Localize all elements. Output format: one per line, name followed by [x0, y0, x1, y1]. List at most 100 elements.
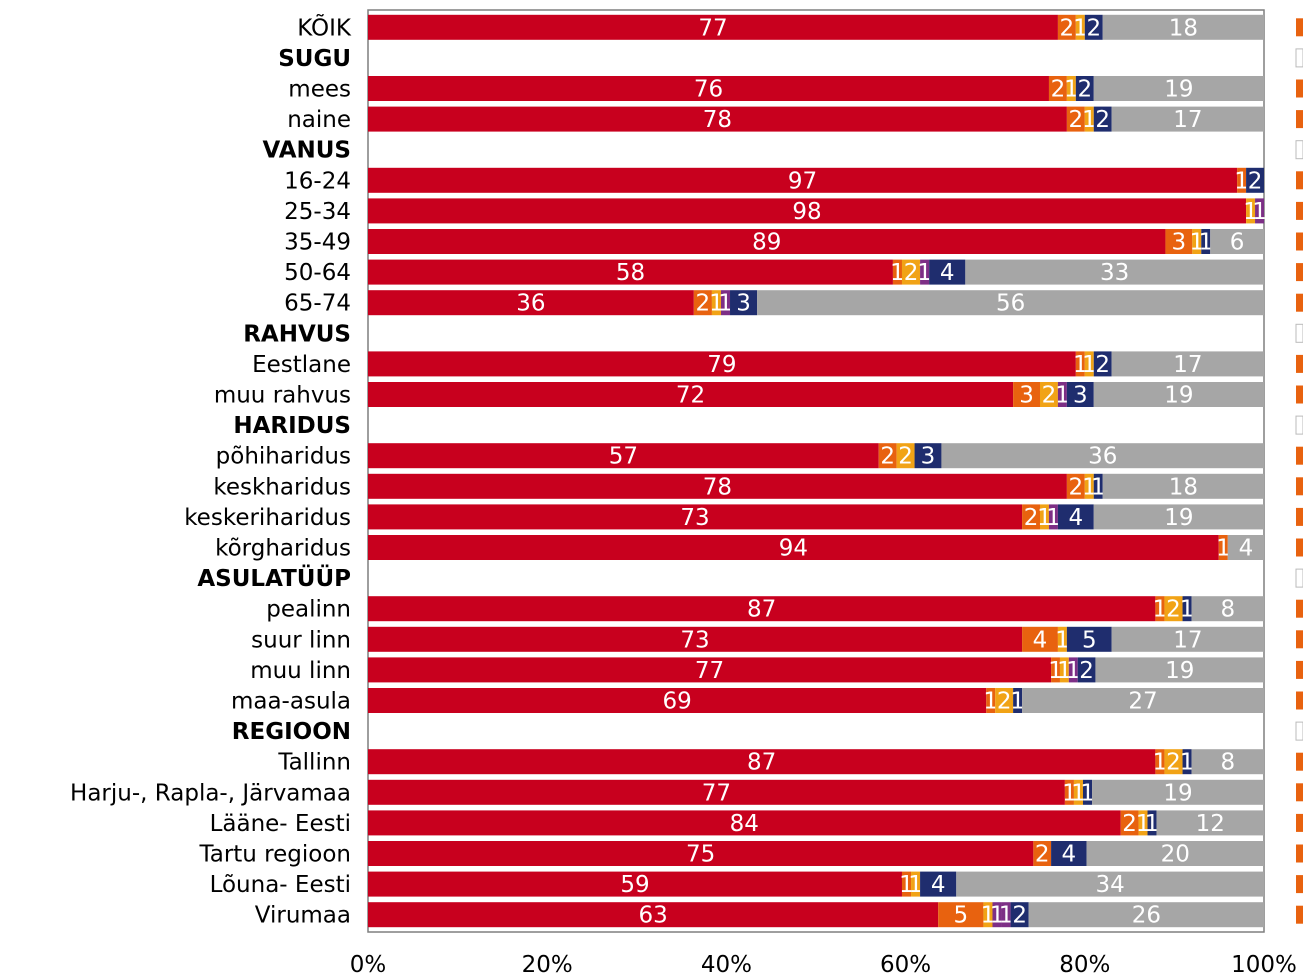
category-label: 50-64	[284, 260, 351, 286]
data-label: 73	[680, 627, 709, 653]
data-label: 1	[1071, 780, 1086, 806]
category-label: Lääne- Eesti	[210, 811, 351, 837]
bar-segment	[929, 259, 966, 285]
data-label: 17	[1173, 627, 1202, 653]
x-tick-label: 40%	[701, 952, 752, 978]
legend-swatch	[1296, 201, 1303, 220]
data-label: 73	[680, 505, 709, 531]
bar-segment	[368, 382, 1014, 407]
data-label: 2	[1051, 77, 1066, 103]
data-label: 1	[1046, 505, 1061, 531]
data-label: 1	[709, 291, 724, 317]
bar-segment	[1057, 14, 1076, 40]
data-label: 1	[1216, 536, 1231, 562]
legend-strip	[1295, 18, 1303, 924]
data-label: 1	[1252, 199, 1267, 225]
data-label: 18	[1169, 15, 1198, 41]
data-label: 1	[981, 903, 996, 929]
data-label: 2	[696, 291, 711, 317]
bar-segment	[1093, 106, 1112, 132]
legend-swatch	[1296, 507, 1303, 526]
bar-segment	[1102, 14, 1264, 40]
bar-segment	[920, 871, 957, 897]
bar-segment	[1191, 749, 1264, 775]
bar-segment	[1057, 504, 1094, 530]
bar-segment	[1001, 902, 1011, 928]
bar-segment	[720, 290, 731, 316]
data-label: 1	[1153, 597, 1168, 623]
data-label: 1	[1048, 658, 1063, 684]
bar-segment	[757, 290, 1264, 316]
bar-segment	[1182, 596, 1192, 622]
bar-row: 78 212 17	[368, 106, 1264, 133]
bar-segment	[1084, 14, 1103, 40]
data-label: 2	[1248, 168, 1263, 194]
bar-segment	[368, 504, 1023, 530]
bar-row: 69 121 27	[368, 688, 1264, 715]
legend-swatch	[1296, 813, 1303, 832]
bar-segment	[1040, 382, 1058, 407]
data-label: 2	[1095, 107, 1110, 133]
data-label: 8	[1220, 750, 1235, 776]
data-label: 2	[1122, 811, 1137, 837]
category-label: Tartu regioon	[198, 842, 351, 868]
bar-segment	[368, 749, 1156, 775]
data-label: 1	[1062, 780, 1077, 806]
bar-segment	[1093, 351, 1112, 377]
data-label: 19	[1164, 505, 1193, 531]
category-label: kõrgharidus	[215, 536, 351, 562]
data-label: 98	[792, 199, 821, 225]
data-label: 1	[1180, 750, 1195, 776]
group-header-label: REGIOON	[232, 719, 351, 745]
bar-segment	[1013, 688, 1023, 713]
data-label: 4	[931, 872, 946, 898]
data-label: 1	[908, 872, 923, 898]
data-label: 2	[1060, 15, 1075, 41]
data-label: 27	[1128, 689, 1157, 715]
bar-segment	[1066, 626, 1112, 652]
data-label: 6	[1230, 230, 1245, 256]
bar-segment	[1111, 626, 1264, 652]
bar-segment	[1075, 351, 1085, 377]
legend-swatch	[1296, 844, 1303, 863]
category-label: 25-34	[284, 199, 351, 225]
bar-row: 98 11	[368, 198, 1267, 225]
x-tick-label: 20%	[522, 952, 573, 978]
bar-row: 57 2 2 3 36	[368, 443, 1264, 470]
bar-segment	[1082, 779, 1093, 805]
bar-segment	[368, 351, 1076, 377]
bar-segment	[1237, 167, 1247, 193]
category-label: suur linn	[251, 627, 351, 653]
data-label: 1	[1010, 689, 1025, 715]
data-label: 1	[1073, 352, 1088, 378]
legend-swatch	[1296, 905, 1303, 924]
category-label: 16-24	[284, 168, 351, 194]
bar-segment	[368, 657, 1052, 683]
data-label: 2	[898, 444, 913, 470]
data-label: 63	[638, 903, 667, 929]
bar-segment	[1255, 198, 1264, 224]
legend-swatch	[1296, 660, 1303, 679]
category-label: KÕIK	[297, 12, 352, 41]
data-label: 5	[953, 903, 968, 929]
data-label: 19	[1163, 780, 1192, 806]
data-label: 97	[788, 168, 817, 194]
data-label: 1	[1082, 352, 1097, 378]
category-label: naine	[287, 107, 351, 133]
bar-segment	[1111, 106, 1264, 132]
data-label: 72	[676, 383, 705, 409]
legend-swatch	[1295, 48, 1303, 68]
data-label: 34	[1096, 872, 1125, 898]
data-label: 36	[516, 291, 545, 317]
bar-segment	[1057, 626, 1067, 652]
data-label: 84	[730, 811, 759, 837]
bar-segment	[1057, 382, 1067, 407]
bar-segment	[368, 688, 987, 713]
bar-segment	[1210, 229, 1264, 254]
bar-segment	[914, 443, 942, 469]
data-label: 1	[1082, 474, 1097, 500]
bar-segment	[1182, 749, 1192, 775]
data-label: 1	[1057, 658, 1072, 684]
bar-segment	[1164, 596, 1183, 622]
